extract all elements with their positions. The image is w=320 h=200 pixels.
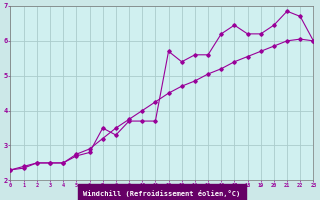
X-axis label: Windchill (Refroidissement éolien,°C): Windchill (Refroidissement éolien,°C) — [83, 190, 241, 197]
